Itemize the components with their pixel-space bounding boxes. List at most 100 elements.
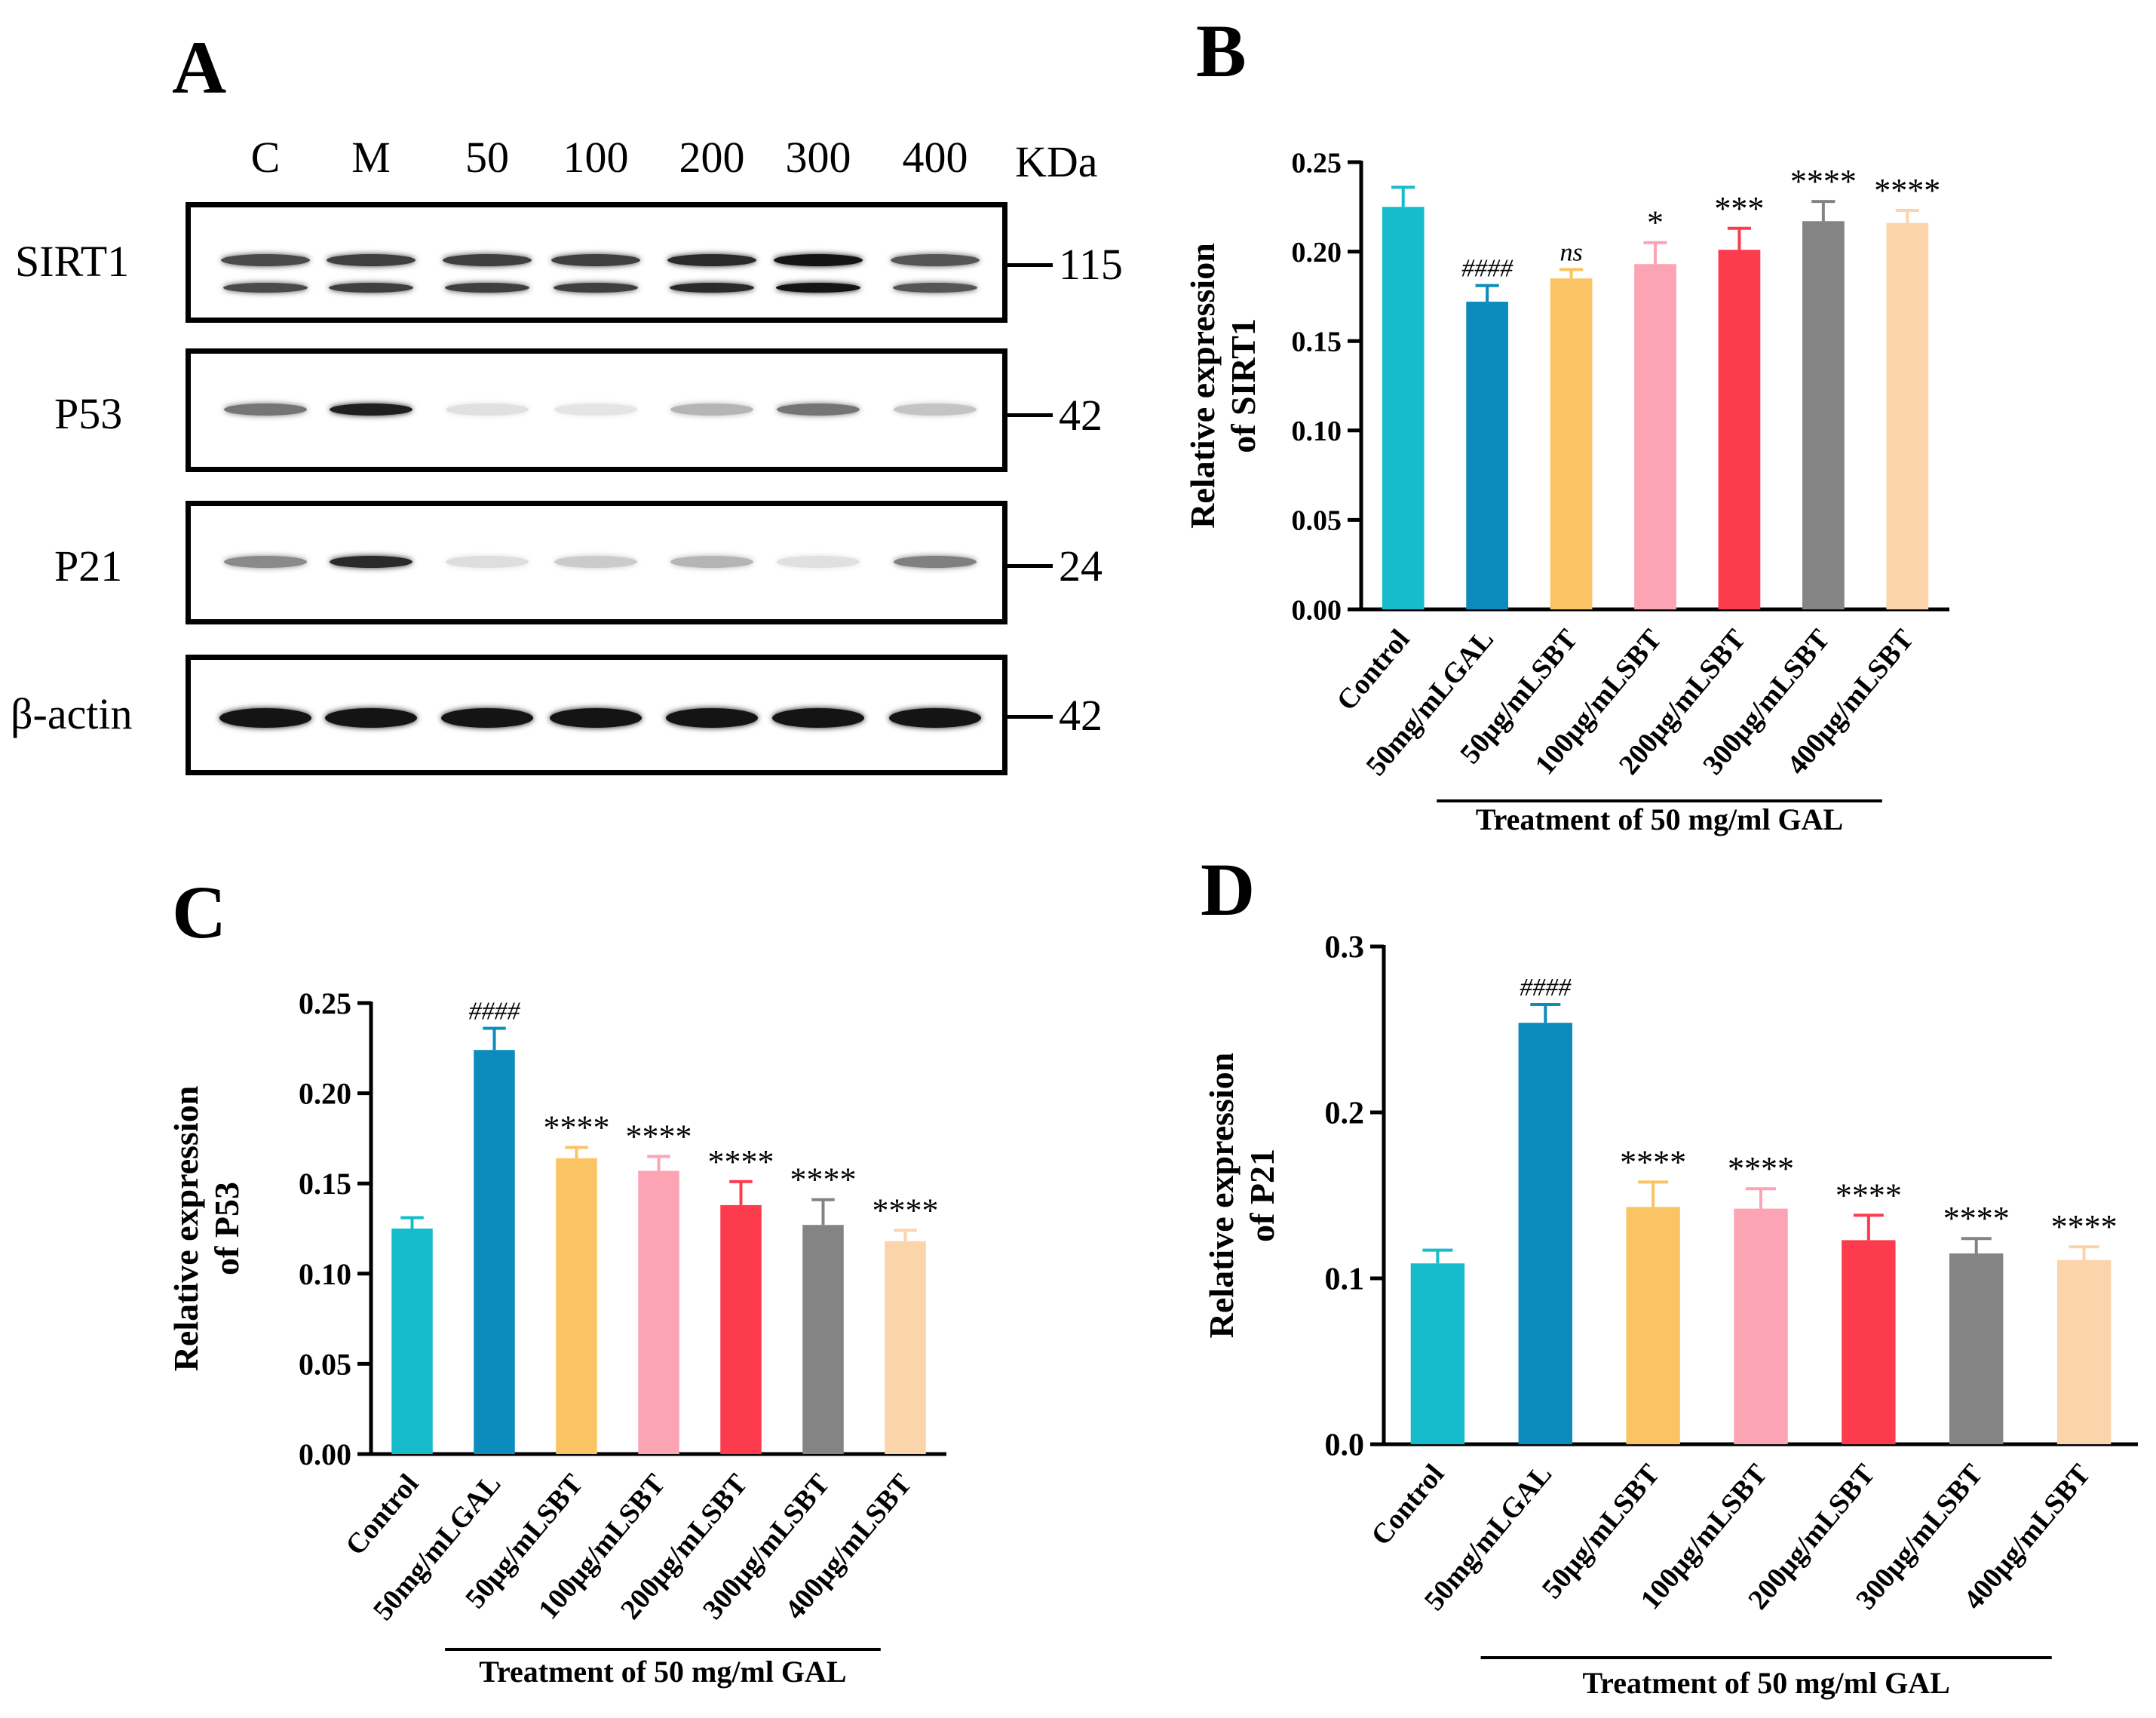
- blot-band: [443, 254, 532, 266]
- bar: [1550, 278, 1593, 609]
- blot-bands: [191, 354, 1002, 467]
- y-tick-label: 0.0: [1325, 1428, 1365, 1463]
- lane-label: 50: [465, 133, 509, 182]
- panel-letter-d: D: [1201, 848, 1256, 931]
- mw-tick: [1007, 564, 1053, 568]
- significance-label: ####: [469, 997, 521, 1025]
- y-tick-label: 0.05: [1292, 505, 1342, 537]
- significance-label: ns: [1559, 238, 1582, 266]
- blot-band: [554, 556, 637, 568]
- blot-band: [329, 283, 413, 293]
- x-tick-label: Control: [1365, 1459, 1450, 1551]
- blot-band: [776, 283, 860, 293]
- blot-band: [330, 403, 412, 416]
- blot-band: [670, 283, 754, 293]
- blot-p53: [186, 348, 1007, 472]
- lane-label: 200: [679, 133, 745, 182]
- protein-label-sirt1: SIRT1: [15, 237, 130, 286]
- significance-label: ****: [1620, 1143, 1686, 1180]
- y-tick-label: 0.25: [1292, 147, 1342, 179]
- western-blot: C M 50 100 200 300 400 KDa SIRT1 P53 P21…: [0, 0, 1146, 830]
- significance-label: ****: [1874, 172, 1940, 209]
- blot-band: [670, 556, 753, 568]
- lane-label: 300: [785, 133, 851, 182]
- blot-bands: [191, 506, 1002, 619]
- blot-band: [445, 283, 529, 293]
- bar: [720, 1204, 762, 1454]
- blot-sirt1: [186, 202, 1007, 323]
- mw-label-sirt1: 115: [1059, 240, 1123, 289]
- panel-letter-b: B: [1196, 9, 1247, 93]
- mw-tick: [1007, 715, 1053, 719]
- y-tick-label: 0.2: [1325, 1097, 1365, 1131]
- x-axis-label: Treatment of 50 mg/ml GAL: [479, 1655, 846, 1689]
- bar: [1518, 1023, 1572, 1444]
- significance-label: *: [1647, 204, 1664, 241]
- y-axis-label: of P21: [1243, 1149, 1281, 1242]
- blot-band: [774, 254, 863, 266]
- y-axis-label: of P53: [207, 1182, 246, 1275]
- lane-label: 100: [563, 133, 629, 182]
- significance-label: ****: [873, 1192, 939, 1229]
- y-tick-label: 0.05: [299, 1347, 351, 1381]
- significance-label: ****: [790, 1161, 857, 1198]
- blot-band: [894, 556, 977, 568]
- mw-label-p21: 24: [1059, 541, 1103, 591]
- blot-band: [777, 556, 860, 568]
- blot-band: [891, 254, 980, 266]
- blot-band: [554, 283, 638, 293]
- y-tick-label: 0.20: [1292, 237, 1342, 268]
- protein-label-beta-actin: β-actin: [11, 689, 133, 738]
- blot-bands: [191, 660, 1002, 770]
- bar: [802, 1225, 844, 1454]
- blot-band: [893, 283, 977, 293]
- significance-label: ****: [708, 1143, 774, 1180]
- significance-label: ****: [1790, 163, 1857, 200]
- blot-band: [224, 403, 307, 416]
- blot-band: [441, 708, 533, 728]
- blot-band: [325, 708, 417, 728]
- bar: [1410, 1263, 1465, 1444]
- blot-band: [777, 403, 860, 416]
- significance-label: ****: [1836, 1177, 1902, 1213]
- protein-label-p21: P21: [54, 541, 123, 591]
- blot-p21: [186, 501, 1007, 624]
- blot-band: [221, 254, 310, 266]
- y-tick-label: 0.20: [299, 1077, 351, 1111]
- y-tick-label: 0.00: [1292, 594, 1342, 626]
- blot-band: [889, 708, 981, 728]
- bar: [1842, 1240, 1896, 1444]
- significance-label: ****: [2051, 1208, 2118, 1245]
- panel-letter-a: A: [172, 26, 227, 109]
- blot-band: [446, 403, 529, 416]
- y-axis-label: Relative expression: [1183, 243, 1222, 529]
- y-axis-label: Relative expression: [167, 1086, 205, 1372]
- y-tick-label: 0.10: [299, 1257, 351, 1291]
- blot-bands: [191, 207, 1002, 318]
- mw-label-beta-actin: 42: [1059, 691, 1103, 740]
- bar: [2056, 1259, 2112, 1444]
- y-tick-label: 0.15: [299, 1167, 351, 1201]
- blot-band: [446, 556, 529, 568]
- significance-label: ####: [1520, 974, 1572, 1002]
- blot-band: [330, 556, 412, 568]
- blot-band: [550, 708, 642, 728]
- y-axis-label: of SIRT1: [1224, 318, 1262, 453]
- significance-label: ****: [1728, 1150, 1794, 1187]
- significance-label: ***: [1714, 190, 1764, 227]
- panel-letter-c: C: [172, 870, 227, 954]
- bar: [1718, 250, 1761, 609]
- y-tick-label: 0.25: [299, 986, 351, 1020]
- bar: [474, 1050, 515, 1454]
- blot-band: [223, 283, 308, 293]
- y-tick-label: 0.3: [1325, 931, 1365, 965]
- bar: [1634, 264, 1676, 609]
- mw-unit-label: KDa: [1015, 137, 1098, 186]
- blot-band: [772, 708, 864, 728]
- y-tick-label: 0.15: [1292, 327, 1342, 358]
- significance-label: ####: [1461, 255, 1513, 283]
- blot-band: [667, 254, 756, 266]
- bar: [885, 1241, 926, 1454]
